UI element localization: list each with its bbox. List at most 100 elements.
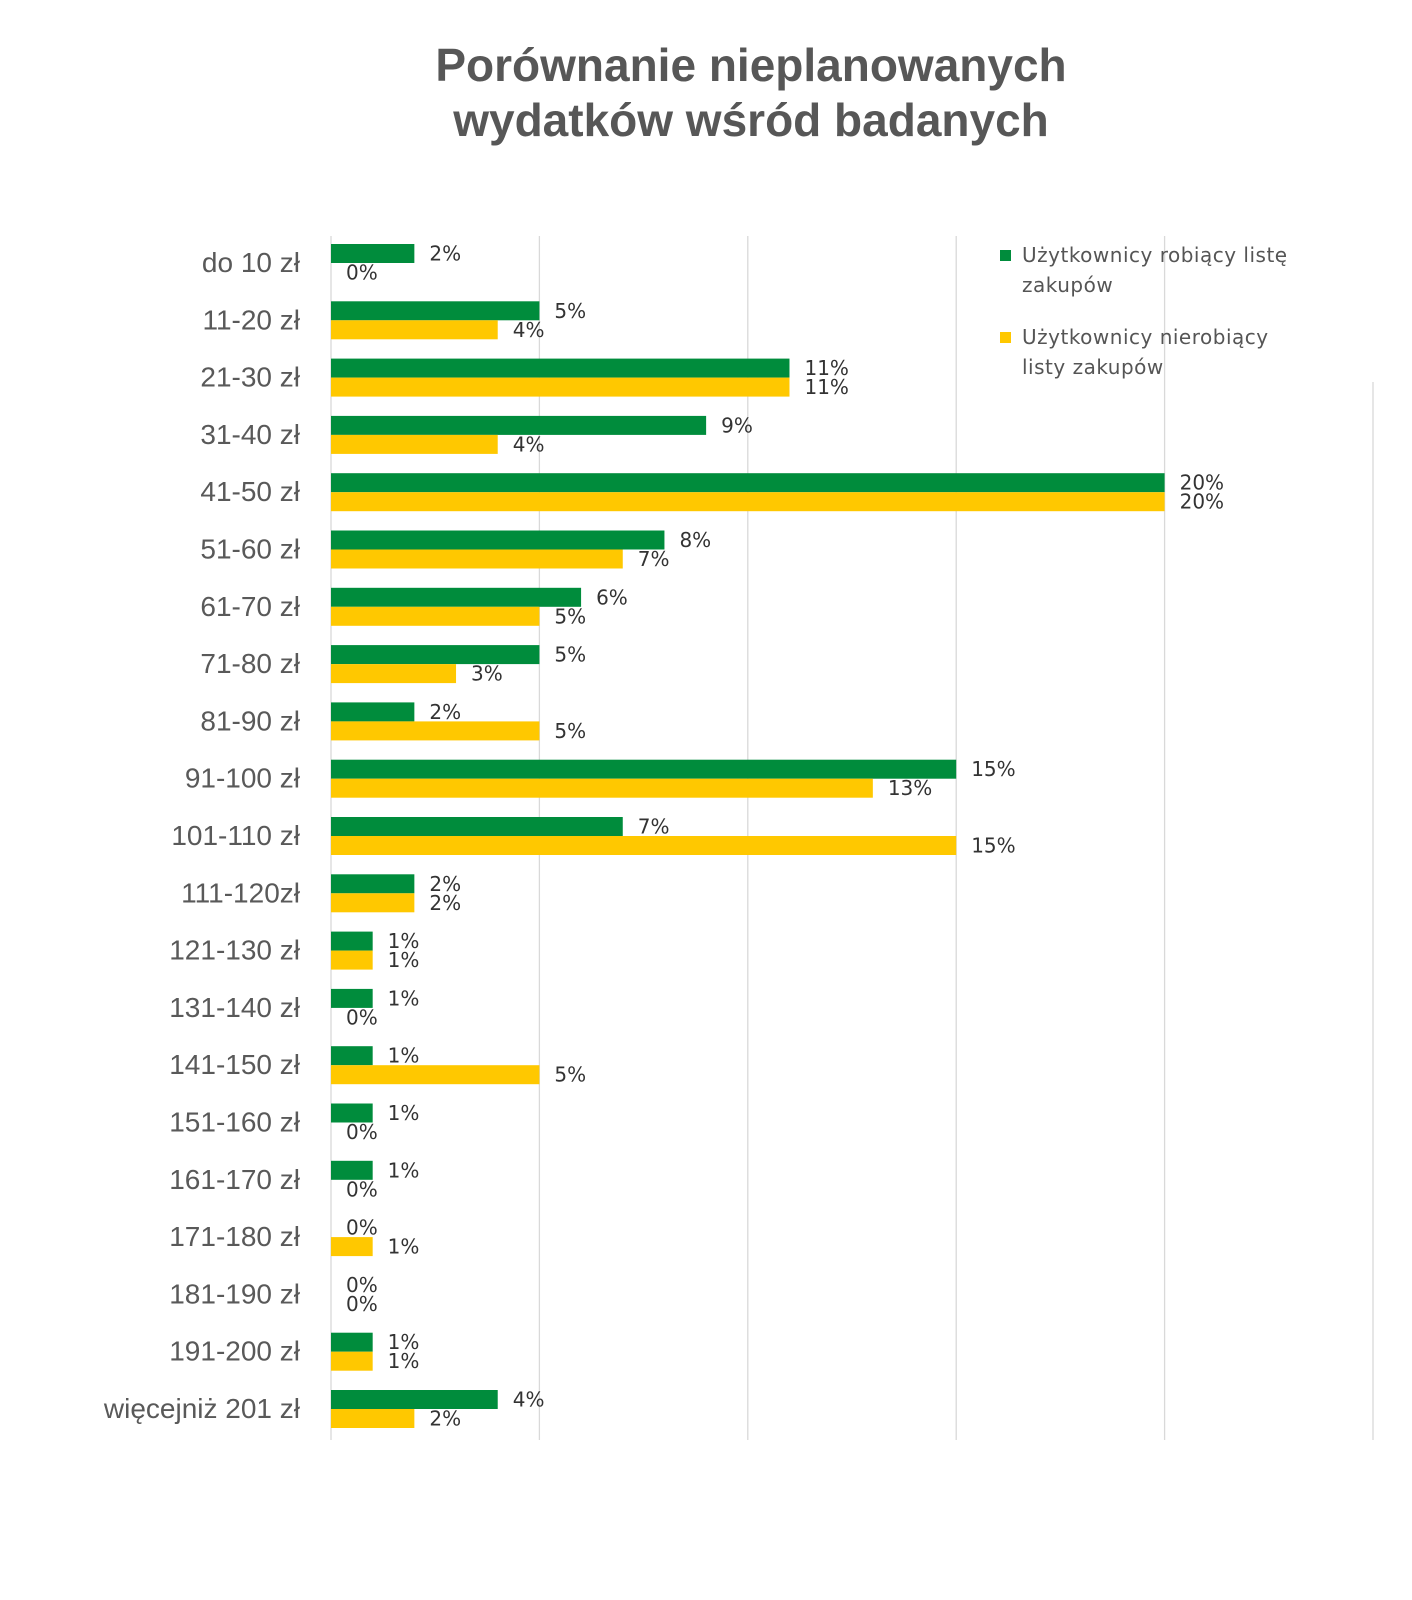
category-label: 61-70 zł <box>200 591 300 622</box>
bar-without-list <box>331 836 957 855</box>
category-label: 71-80 zł <box>200 648 300 679</box>
data-label: 0% <box>346 1216 378 1240</box>
data-label: 1% <box>388 1349 420 1373</box>
data-label: 13% <box>888 776 932 800</box>
bar-without-list <box>331 606 540 626</box>
category-label: 181-190 zł <box>169 1278 301 1309</box>
bar-with-list <box>331 759 957 779</box>
category-label: 131-140 zł <box>169 992 301 1023</box>
bar-with-list <box>331 988 373 1008</box>
category-label: 191-200 zł <box>169 1336 301 1367</box>
data-label: 1% <box>388 1044 420 1068</box>
data-label: 5% <box>554 604 586 628</box>
data-label: 2% <box>429 872 461 896</box>
category-label: 21-30 zł <box>200 362 300 393</box>
data-label: 5% <box>554 1063 586 1087</box>
category-label: 151-160 zł <box>169 1107 301 1138</box>
data-label: 11% <box>804 375 848 399</box>
data-label: 2% <box>429 242 461 266</box>
data-label: 7% <box>638 815 670 839</box>
data-label: 7% <box>638 547 670 571</box>
data-label: 11% <box>804 356 848 380</box>
data-label: 0% <box>346 1292 378 1316</box>
bar-with-list <box>331 358 790 378</box>
bar-with-list <box>331 931 373 951</box>
data-label: 0% <box>346 261 378 285</box>
bar-with-list <box>331 587 582 607</box>
legend-swatch-green <box>1000 250 1011 261</box>
category-label: 31-40 zł <box>200 419 300 450</box>
bar-without-list <box>331 377 790 397</box>
legend-swatch-yellow <box>1000 332 1011 343</box>
data-label: 0% <box>346 1273 378 1297</box>
data-label: 1% <box>388 929 420 953</box>
bar-with-list <box>331 1046 373 1066</box>
data-label: 1% <box>388 948 420 972</box>
category-label: 171-180 zł <box>169 1221 301 1252</box>
data-label: 1% <box>388 1158 420 1182</box>
bar-with-list <box>331 1390 498 1409</box>
bar-without-list <box>331 950 373 970</box>
legend-label-without-list: Użytkownicy nierobiący listy zakupów <box>1022 325 1269 379</box>
data-label: 5% <box>554 299 586 323</box>
bar-without-list <box>331 492 1165 512</box>
category-label: 81-90 zł <box>200 705 300 736</box>
bar-without-list <box>331 1237 373 1257</box>
bar-without-list <box>331 664 457 684</box>
category-label: 141-150 zł <box>169 1049 301 1080</box>
category-label: 41-50 zł <box>200 476 300 507</box>
bar-with-list <box>331 702 415 722</box>
data-label: 5% <box>554 719 586 743</box>
bar-with-list <box>331 244 415 263</box>
bar-with-list <box>331 1103 373 1123</box>
data-label: 4% <box>513 432 545 456</box>
category-label: więcejniż 201 zł <box>103 1393 301 1424</box>
data-label: 9% <box>721 413 753 437</box>
data-label: 2% <box>429 700 461 724</box>
chart-title: Porównanie nieplanowanych wydatków wśród… <box>0 38 1412 148</box>
legend-label-with-list: Użytkownicy robiący listę zakupów <box>1022 243 1288 297</box>
data-label: 15% <box>971 757 1015 781</box>
bar-without-list <box>331 721 540 741</box>
bar-without-list <box>331 1351 373 1371</box>
bar-with-list <box>331 817 623 836</box>
bar-with-list <box>331 301 540 321</box>
data-label: 20% <box>1180 471 1224 495</box>
category-label: 161-170 zł <box>169 1164 301 1195</box>
category-label: 51-60 zł <box>200 534 300 565</box>
data-label: 3% <box>471 662 503 686</box>
category-label: 91-100 zł <box>185 763 301 794</box>
bar-with-list <box>331 645 540 665</box>
bar-with-list <box>331 874 415 894</box>
data-label: 15% <box>971 834 1015 858</box>
bar-with-list <box>331 473 1165 493</box>
data-label: 1% <box>388 1235 420 1259</box>
data-label: 1% <box>388 1101 420 1125</box>
data-label: 6% <box>596 585 628 609</box>
bar-without-list <box>331 893 415 913</box>
bar-without-list <box>331 434 498 454</box>
bar-with-list <box>331 415 707 435</box>
category-label: 11-20 zł <box>202 304 300 335</box>
data-label: 1% <box>388 986 420 1010</box>
bar-with-list <box>331 1160 373 1180</box>
category-label: 111-120zł <box>181 877 301 908</box>
chart-title-line-1: Porównanie nieplanowanych <box>435 39 1067 91</box>
bar-without-list <box>331 549 623 569</box>
category-label: 101-110 zł <box>171 820 300 851</box>
bar-without-list <box>331 1409 415 1428</box>
category-label: 121-130 zł <box>169 935 301 966</box>
bar-without-list <box>331 1065 540 1085</box>
category-label: do 10 zł <box>202 247 301 278</box>
data-label: 0% <box>346 1005 378 1029</box>
bar-without-list <box>331 320 498 340</box>
bar-without-list <box>331 778 873 798</box>
data-label: 5% <box>554 643 586 667</box>
data-label: 8% <box>679 528 711 552</box>
bar-with-list <box>331 530 665 550</box>
data-label: 2% <box>429 1407 461 1431</box>
data-label: 4% <box>513 1388 545 1412</box>
data-label: 4% <box>513 318 545 342</box>
data-label: 0% <box>346 1177 378 1201</box>
